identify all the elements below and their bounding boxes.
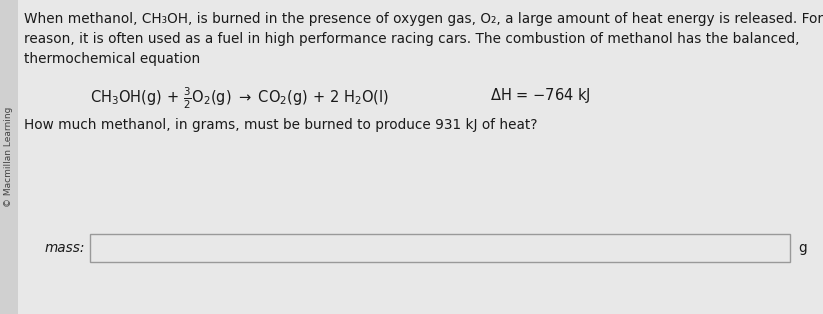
- FancyBboxPatch shape: [90, 234, 790, 262]
- Text: CH$_3$OH(g) + $\mathregular{\frac{3}{2}}$O$_2$(g) $\rightarrow$ CO$_2$(g) + 2 H$: CH$_3$OH(g) + $\mathregular{\frac{3}{2}}…: [90, 86, 388, 111]
- Text: $\Delta$H = $-$764 kJ: $\Delta$H = $-$764 kJ: [490, 86, 591, 105]
- FancyBboxPatch shape: [0, 0, 18, 314]
- Text: When methanol, CH₃OH, is burned in the presence of oxygen gas, O₂, a large amoun: When methanol, CH₃OH, is burned in the p…: [24, 12, 823, 26]
- Text: mass:: mass:: [44, 241, 85, 255]
- Text: © Macmillan Learning: © Macmillan Learning: [4, 107, 13, 207]
- Text: reason, it is often used as a fuel in high performance racing cars. The combusti: reason, it is often used as a fuel in hi…: [24, 32, 799, 46]
- Text: How much methanol, in grams, must be burned to produce 931 kJ of heat?: How much methanol, in grams, must be bur…: [24, 118, 537, 132]
- Text: thermochemical equation: thermochemical equation: [24, 52, 200, 66]
- Text: g: g: [798, 241, 807, 255]
